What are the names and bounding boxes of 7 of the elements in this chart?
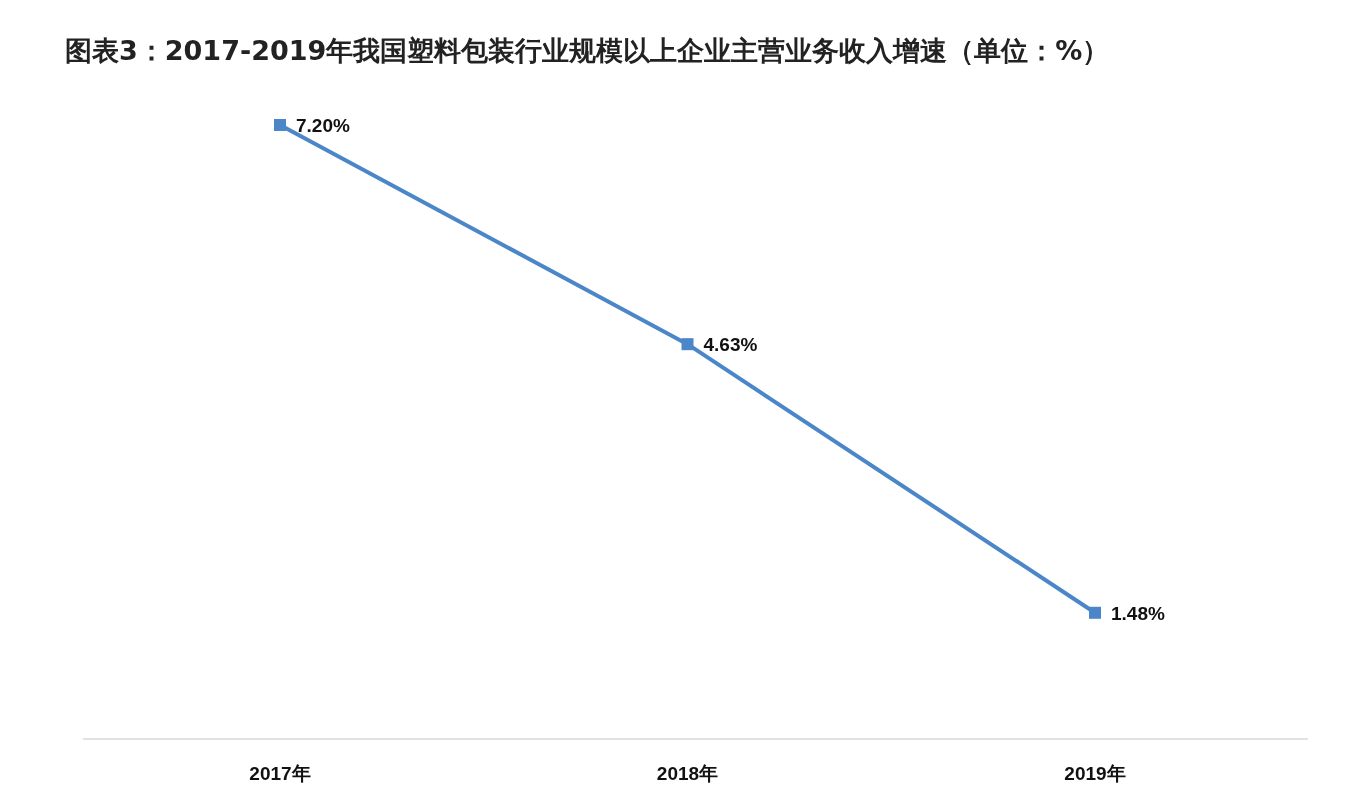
data-label: 4.63% xyxy=(703,334,758,356)
data-label: 1.48% xyxy=(1111,602,1165,624)
data-label: 7.20% xyxy=(296,115,350,136)
chart-title: 图表3：2017-2019年我国塑料包装行业规模以上企业主营业务收入增速（单位：%） xyxy=(65,35,1110,66)
x-tick-label: 2019年 xyxy=(1064,763,1126,784)
x-tick-label: 2018年 xyxy=(656,763,719,784)
x-tick-label: 2017年 xyxy=(249,763,311,784)
